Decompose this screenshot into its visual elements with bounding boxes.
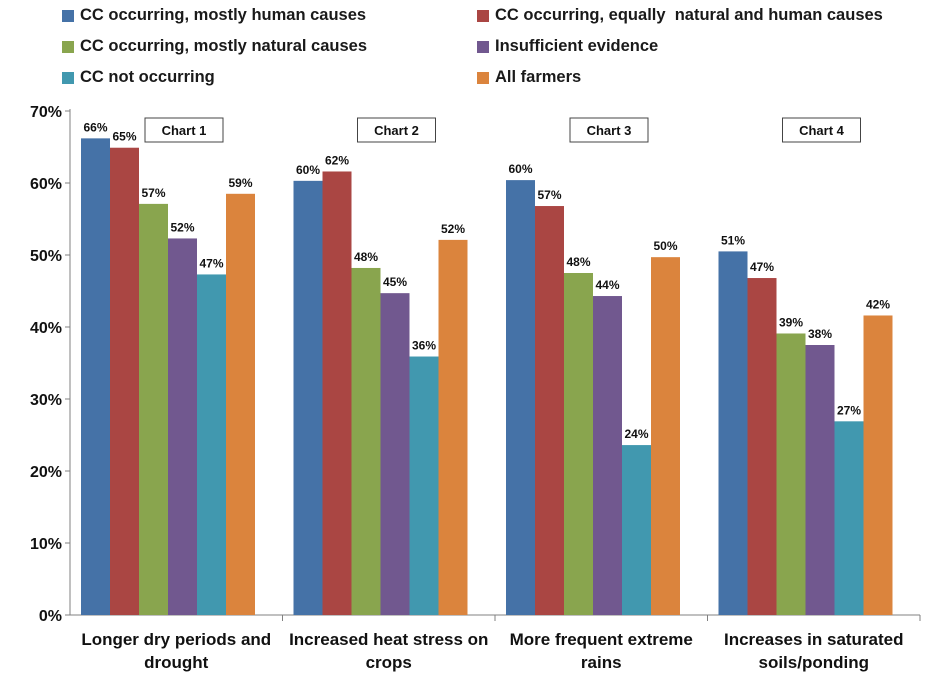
data-label: 24% [624,427,648,441]
bar [863,315,893,615]
data-label: 57% [141,186,165,200]
data-label: 59% [228,176,252,190]
y-tick-label: 30% [30,392,62,409]
x-category-label: drought [144,653,209,672]
legend-item: CC occurring, equally natural and human … [477,6,883,25]
data-label: 51% [721,233,745,247]
chart-box [569,117,649,143]
legend-item: CC not occurring [62,68,215,87]
legend-label: CC not occurring [80,68,215,86]
x-category-label: Longer dry periods and [81,630,271,649]
data-label: 38% [808,327,832,341]
chart-box-label: Chart 3 [587,123,632,138]
legend-swatch [62,40,74,53]
data-label: 50% [653,239,677,253]
legend-swatch [62,71,74,84]
data-label: 60% [508,162,532,176]
data-label: 52% [441,222,465,236]
bars [81,138,893,616]
bar [351,267,381,615]
data-label: 47% [750,260,774,274]
x-category-label: More frequent extreme [510,630,693,649]
bar [110,147,139,615]
data-label: 60% [296,163,320,177]
bar [747,278,777,615]
bar [718,251,748,615]
y-tick-label: 20% [30,464,62,481]
data-label: 52% [170,220,194,234]
legend-item: CC occurring, mostly natural causes [62,37,367,56]
bar [593,296,622,615]
y-tick-label: 10% [30,536,62,553]
legend-swatch [477,71,489,84]
bar [226,193,255,616]
data-labels: 66% 60% 60% 51% 65% 62% 57% 47% 57% 48% 48% 39% 52% 4… [83,120,890,441]
data-label: 45% [383,275,407,289]
bar [293,180,323,615]
bar [535,206,564,616]
legend-label: CC occurring, mostly human causes [80,6,367,24]
legend-swatch [477,40,489,53]
data-label: 62% [325,153,349,167]
bar [506,180,535,615]
bar [197,274,226,615]
legend-label: Insufficient evidence [495,37,659,55]
y-tick-label: 50% [30,248,62,265]
chart-box [144,117,224,143]
bar [776,333,806,615]
chart-boxes: Chart 1 Chart 2 Chart 3 Chart 4 [144,117,861,143]
chart-box-label: Chart 1 [162,123,207,138]
chart-box [782,117,861,143]
x-category-label: soils/ponding [759,653,870,672]
data-label: 44% [595,278,619,292]
chart-box [357,117,436,143]
y-tick-label: 0% [39,608,62,625]
bar [834,421,864,615]
bar [81,138,110,616]
data-label: 27% [837,403,861,417]
legend-item: CC occurring, mostly human causes [62,6,366,25]
x-category-label: crops [366,653,412,672]
data-label: 48% [566,255,590,269]
data-label: 36% [412,339,436,353]
chart-box-label: Chart 2 [374,123,419,138]
bar [322,171,352,616]
bar [651,257,680,615]
axes: 0% 10% 20% 30% 40% 50% 60% 70% Longer dry period… [30,104,921,672]
legend-item: Insufficient evidence [477,37,658,56]
data-label: 39% [779,315,803,329]
bar [564,273,593,615]
legend-label: CC occurring, equally natural and human … [495,6,883,24]
x-category-label: Increased heat stress on [289,630,488,649]
bar [438,239,468,615]
data-label: 42% [866,297,890,311]
bar [622,445,651,615]
legend-swatch [477,9,489,22]
bar [805,345,835,615]
data-label: 47% [199,256,223,270]
data-label: 66% [83,120,107,134]
data-label: 65% [112,130,136,144]
chart-box-label: Chart 4 [799,123,845,138]
bar [139,203,168,615]
y-tick-label: 40% [30,320,62,337]
legend-swatch [62,9,74,22]
x-category-label: rains [581,653,622,672]
legend-label: All farmers [495,68,582,86]
x-category-label: Increases in saturated [724,630,904,649]
legend-label: CC occurring, mostly natural causes [80,37,368,55]
legend-item: All farmers [477,68,581,87]
data-label: 48% [354,250,378,264]
y-tick-label: 70% [30,104,62,121]
bar [380,293,410,615]
bar [409,356,439,615]
data-label: 57% [537,188,561,202]
y-tick-label: 60% [30,176,62,193]
bar [168,238,197,615]
